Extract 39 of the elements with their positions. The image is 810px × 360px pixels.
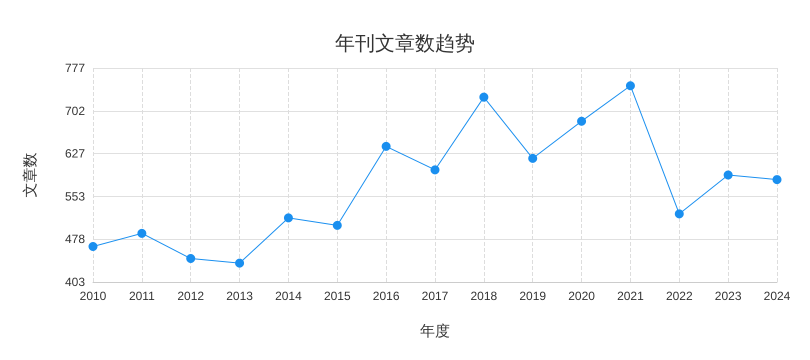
x-tick-label: 2013 — [226, 289, 254, 303]
x-tick-label: 2015 — [324, 289, 351, 303]
point — [88, 242, 98, 252]
point — [137, 228, 146, 238]
point — [479, 92, 488, 102]
point — [577, 116, 586, 126]
x-tick-label: 2023 — [714, 289, 742, 303]
x-tick-label: 2022 — [666, 289, 693, 303]
y-tick-label: 702 — [64, 104, 86, 118]
y-tick-label: 553 — [64, 189, 86, 204]
y-tick-label: 478 — [64, 232, 86, 246]
point — [528, 154, 538, 163]
point — [674, 209, 684, 218]
point — [430, 165, 440, 174]
x-axis-title: 年度 — [420, 323, 450, 340]
point — [235, 258, 244, 268]
x-tick-label: 2024 — [764, 289, 791, 303]
point — [332, 220, 342, 230]
y-tick-label: 403 — [64, 275, 86, 289]
point — [772, 175, 782, 184]
x-tick-label: 2020 — [568, 289, 596, 303]
point — [284, 213, 293, 222]
x-tick-label: 2021 — [617, 289, 644, 303]
x-tick-label: 2016 — [372, 289, 400, 303]
x-tick-label: 2018 — [470, 289, 498, 303]
point — [724, 170, 733, 180]
y-tick-label: 777 — [64, 61, 86, 75]
point — [186, 254, 196, 264]
x-tick-label: 2011 — [128, 289, 156, 303]
point — [382, 142, 391, 151]
x-tick-label: 2017 — [422, 289, 449, 303]
point — [626, 81, 635, 90]
chart-title: 年刊文章数趋势 — [335, 31, 475, 55]
y-axis-title: 文章数 — [22, 152, 39, 198]
y-tick-label: 627 — [64, 146, 86, 161]
x-tick-label: 2019 — [519, 289, 546, 303]
x-tick-label: 2012 — [177, 289, 204, 303]
x-tick-label: 2014 — [275, 289, 302, 303]
x-tick-label: 2010 — [80, 289, 107, 303]
